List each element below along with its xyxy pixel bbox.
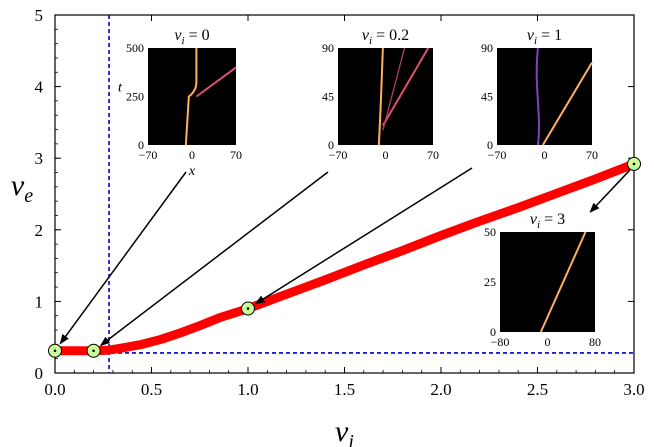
marker-dot-0 (53, 349, 57, 353)
y-tick-label-1: 1 (35, 292, 44, 311)
inset-3-x-tick-1: 0 (545, 335, 551, 349)
x-tick-label-3: 1.5 (334, 380, 355, 399)
inset-arrows (59, 167, 631, 346)
inset-1-t-tick-1: 45 (322, 90, 334, 104)
x-tick-label-0: 0.0 (44, 380, 65, 399)
inset-2-title-var: v (527, 27, 535, 44)
y-tick-label-4: 4 (35, 78, 44, 97)
inset-3-x-tick-0: −80 (491, 335, 510, 349)
marker-dot-3 (632, 162, 636, 166)
inset-2-title-eq: = 1 (537, 27, 562, 44)
inset-2-title: vi = 1 (527, 27, 562, 47)
inset-0-t-tick-1: 250 (126, 90, 144, 104)
inset-1-title-sub: i (369, 35, 372, 47)
arrow-3 (589, 169, 631, 213)
arrow-2 (254, 167, 473, 305)
inset-0-xlabel: x (188, 164, 196, 179)
inset-1-title-eq: = 0.2 (372, 27, 409, 44)
inset-2-t-tick-2: 0 (487, 138, 493, 152)
marker-dot-2 (246, 307, 250, 310)
inset-1-background (338, 48, 433, 145)
y-axis-title: ve (11, 169, 33, 207)
inset-1-t-tick-2: 0 (328, 138, 334, 152)
x-axis-title-sub: i (348, 431, 354, 447)
arrow-1 (99, 171, 329, 346)
inset-3-t-tick-1: 25 (484, 275, 496, 289)
inset-3-title-sub: i (537, 219, 540, 231)
x-axis-title-var: v (335, 415, 349, 447)
inset-0-title: vi = 0 (174, 27, 209, 47)
inset-0-t-tick-0: 500 (126, 41, 144, 55)
inset-3-title-eq: = 3 (540, 211, 565, 228)
inset-2-trace (535, 47, 541, 146)
inset-2-x-tick-0: −70 (488, 148, 507, 162)
inset-1-trace (377, 47, 384, 146)
marker-dot-1 (92, 349, 95, 353)
inset-0-title-eq: = 0 (185, 27, 210, 44)
inset-1-t-tick-0: 90 (322, 41, 334, 55)
inset-3-t-tick-2: 0 (490, 325, 496, 339)
inset-3-title-var: v (530, 211, 538, 228)
x-tick-label-6: 3.0 (623, 380, 644, 399)
inset-1-title: vi = 0.2 (362, 27, 409, 47)
inset-3-t-tick-0: 50 (484, 225, 496, 239)
inset-0-x-tick-0: −70 (139, 148, 158, 162)
arrow-0 (59, 171, 187, 345)
inset-1-x-tick-0: −70 (329, 148, 348, 162)
inset-2-background (497, 48, 592, 145)
inset-0-trace-2 (195, 66, 237, 98)
inset-1-trace-2 (381, 47, 430, 127)
y-tick-label-0: 0 (35, 364, 44, 383)
x-tick-label-5: 2.5 (527, 380, 548, 399)
inset-2-x-tick-2: 70 (586, 148, 598, 162)
y-tick-label-5: 5 (35, 6, 44, 25)
y-axis-title-var: v (11, 169, 25, 202)
inset-2-trace-2 (541, 62, 593, 146)
inset-1-x-tick-1: 0 (383, 148, 389, 162)
inset-1-x-tick-2: 70 (427, 148, 439, 162)
inset-0-x-tick-1: 0 (189, 148, 195, 162)
inset-0-x-tick-2: 70 (230, 148, 242, 162)
x-tick-label-2: 1.0 (237, 380, 258, 399)
inset-0-trace (184, 48, 198, 146)
inset-1-trace-3 (382, 47, 406, 131)
inset-3-trace (539, 231, 587, 333)
x-tick-label-4: 2.0 (430, 380, 451, 399)
y-axis-title-sub: e (24, 185, 33, 207)
y-tick-label-2: 2 (35, 221, 44, 240)
inset-2-t-tick-1: 45 (481, 90, 493, 104)
markers (48, 156, 641, 358)
inset-0-title-sub: i (182, 35, 185, 47)
inset-2-t-tick-0: 90 (481, 41, 493, 55)
y-tick-label-3: 3 (35, 149, 44, 168)
inset-0-ylabel: t (118, 81, 123, 96)
inset-0-title-var: v (174, 27, 182, 44)
inset-1-title-var: v (362, 27, 370, 44)
inset-2-title-sub: i (534, 35, 537, 47)
inset-0-t-tick-2: 0 (138, 138, 144, 152)
x-axis-title: vi (335, 415, 354, 447)
x-tick-label-1: 0.5 (141, 380, 162, 399)
inset-3-title: vi = 3 (530, 211, 565, 231)
inset-0-background (148, 48, 236, 145)
inset-2-x-tick-1: 0 (542, 148, 548, 162)
inset-3-x-tick-2: 80 (589, 335, 601, 349)
